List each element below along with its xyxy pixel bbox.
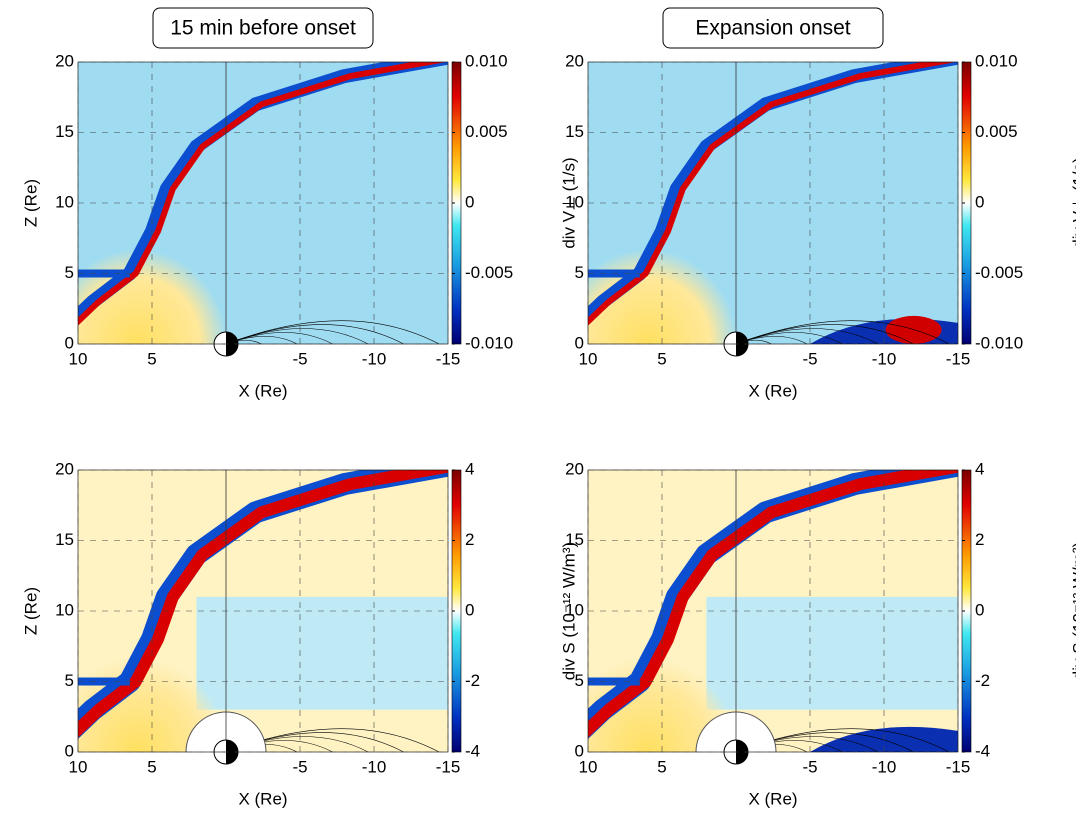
x-tick-label: -15: [946, 349, 971, 368]
x-tick-label: -5: [802, 349, 817, 368]
colorbar-label: div S (10⁻¹² W/m³): [1069, 542, 1076, 680]
x-tick-label: -15: [946, 757, 971, 776]
colorbar-tick-label: 0.005: [465, 122, 508, 141]
colorbar-tick-label: 0.005: [975, 122, 1018, 141]
band: [78, 62, 447, 326]
y-tick-label: 20: [565, 51, 584, 70]
band: [78, 470, 448, 738]
band: [588, 470, 958, 738]
y-tick-label: 15: [55, 122, 74, 141]
chart-title: 15 min before onset: [170, 17, 356, 40]
x-tick-label: -10: [362, 349, 387, 368]
x-tick-label: -15: [436, 349, 461, 368]
x-tick-label: -15: [436, 757, 461, 776]
x-tick-label: 5: [147, 757, 156, 776]
title-box: [662, 7, 884, 49]
x-tick-label: 5: [147, 349, 156, 368]
x-tick-label: -5: [292, 349, 307, 368]
colorbar-tick-label: -2: [465, 671, 480, 690]
y-tick-label: 15: [565, 530, 584, 549]
x-axis-label: X (Re): [748, 381, 797, 400]
x-tick-label: 5: [657, 757, 666, 776]
x-tick-label: -5: [292, 757, 307, 776]
x-tick-label: 10: [579, 757, 598, 776]
colorbar-tick-label: 2: [975, 530, 984, 549]
y-axis-label: Z (Re): [21, 587, 40, 635]
y-tick-label: 20: [55, 51, 74, 70]
y-tick-label: 10: [565, 192, 584, 211]
x-axis-label: X (Re): [748, 789, 797, 808]
colorbar-tick-label: 4: [975, 459, 984, 478]
colorbar-label: div V⊥ (1/s): [559, 157, 578, 248]
colorbar-tick-label: -0.010: [975, 333, 1023, 352]
x-tick-label: -10: [872, 757, 897, 776]
y-tick-label: 5: [575, 263, 584, 282]
colorbar-tick-label: 0: [465, 600, 474, 619]
chart-title: Expansion onset: [695, 17, 850, 40]
region: [885, 315, 942, 344]
colorbar-tick-label: -4: [465, 741, 480, 760]
colorbar-tick-label: 2: [465, 530, 474, 549]
band: [588, 62, 957, 326]
colorbar-tick-label: -0.005: [465, 263, 513, 282]
field-line: [225, 320, 440, 344]
colorbar-tick-label: 0.010: [465, 51, 508, 70]
x-tick-label: 10: [69, 757, 88, 776]
region: [196, 596, 448, 710]
x-tick-label: -10: [872, 349, 897, 368]
colorbar-tick-label: -0.010: [465, 333, 513, 352]
x-tick-label: 10: [69, 349, 88, 368]
y-tick-label: 15: [55, 530, 74, 549]
y-tick-label: 5: [65, 263, 74, 282]
y-tick-label: 10: [55, 192, 74, 211]
y-tick-label: 10: [565, 600, 584, 619]
x-tick-label: 5: [657, 349, 666, 368]
x-tick-label: -5: [802, 757, 817, 776]
y-tick-label: 0: [575, 741, 584, 760]
colorbar-tick-label: -4: [975, 741, 990, 760]
y-tick-label: 0: [575, 333, 584, 352]
y-tick-label: 5: [65, 671, 74, 690]
image: [78, 470, 448, 752]
x-tick-label: 10: [579, 349, 598, 368]
colorbar-label: div S (10⁻¹² W/m³): [559, 542, 578, 680]
colorbar-tick-label: 0: [465, 192, 474, 211]
colorbar-tick-label: 0.010: [975, 51, 1018, 70]
colorbar-tick-label: 4: [465, 459, 474, 478]
x-axis-label: X (Re): [238, 381, 287, 400]
y-tick-label: 20: [55, 459, 74, 478]
x-axis-label: X (Re): [238, 789, 287, 808]
y-tick-label: 0: [65, 741, 74, 760]
y-tick-label: 10: [55, 600, 74, 619]
colorbar-label: div V⊥ (1/s): [1069, 157, 1076, 248]
region: [706, 596, 958, 710]
colorbar-tick-label: 0: [975, 192, 984, 211]
y-tick-label: 5: [575, 671, 584, 690]
y-tick-label: 20: [565, 459, 584, 478]
y-tick-label: 0: [65, 333, 74, 352]
colorbar-tick-label: -2: [975, 671, 990, 690]
x-tick-label: -10: [362, 757, 387, 776]
y-tick-label: 15: [565, 122, 584, 141]
colorbar-tick-label: -0.005: [975, 263, 1023, 282]
field-line: [735, 320, 950, 344]
y-axis-label: Z (Re): [21, 179, 40, 227]
title-box: [152, 7, 374, 49]
colorbar-tick-label: 0: [975, 600, 984, 619]
